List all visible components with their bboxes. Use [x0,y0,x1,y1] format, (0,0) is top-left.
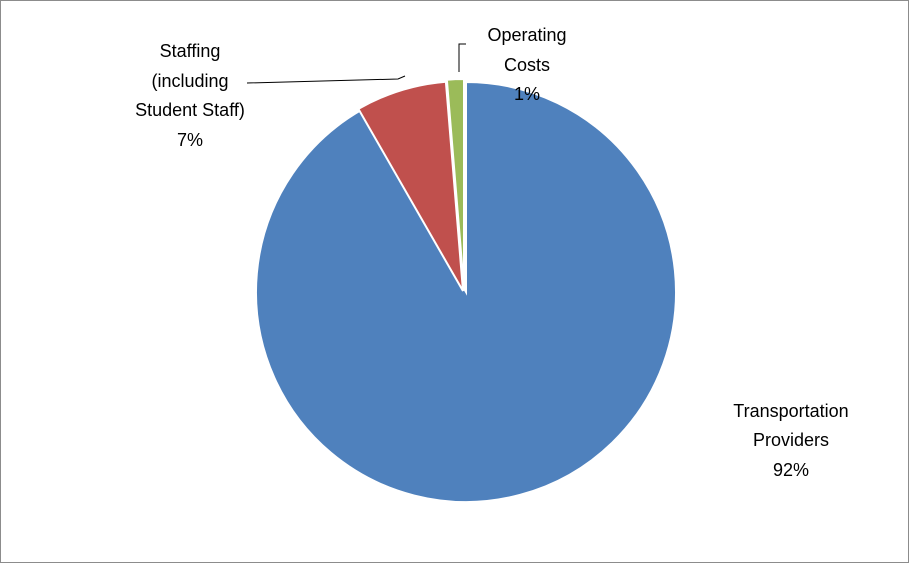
slice-transportation-providers [255,80,677,503]
label-staffing: Staffing (including Student Staff) 7% [135,41,245,150]
slice-staffing [357,80,464,292]
label-transportation-pct: 92% [773,460,809,480]
label-staffing-pct: 7% [177,130,203,150]
label-operating-costs: Operating Costs 1% [487,25,566,104]
label-operating-line-2: Costs [504,55,550,75]
label-staffing-line-2: (including [151,71,228,91]
label-transportation-line-1: Transportation [733,401,848,421]
leader-line-staffing [246,75,406,84]
label-operating-pct: 1% [514,84,540,104]
slice-operating-costs [445,77,465,290]
label-staffing-line-3: Student Staff) [135,100,245,120]
label-transportation-providers: Transportation Providers 92% [733,401,848,480]
leader-line-operating [458,43,466,72]
label-transportation-line-2: Providers [753,430,829,450]
label-staffing-line-1: Staffing [160,41,221,61]
label-operating-line-1: Operating [487,25,566,45]
